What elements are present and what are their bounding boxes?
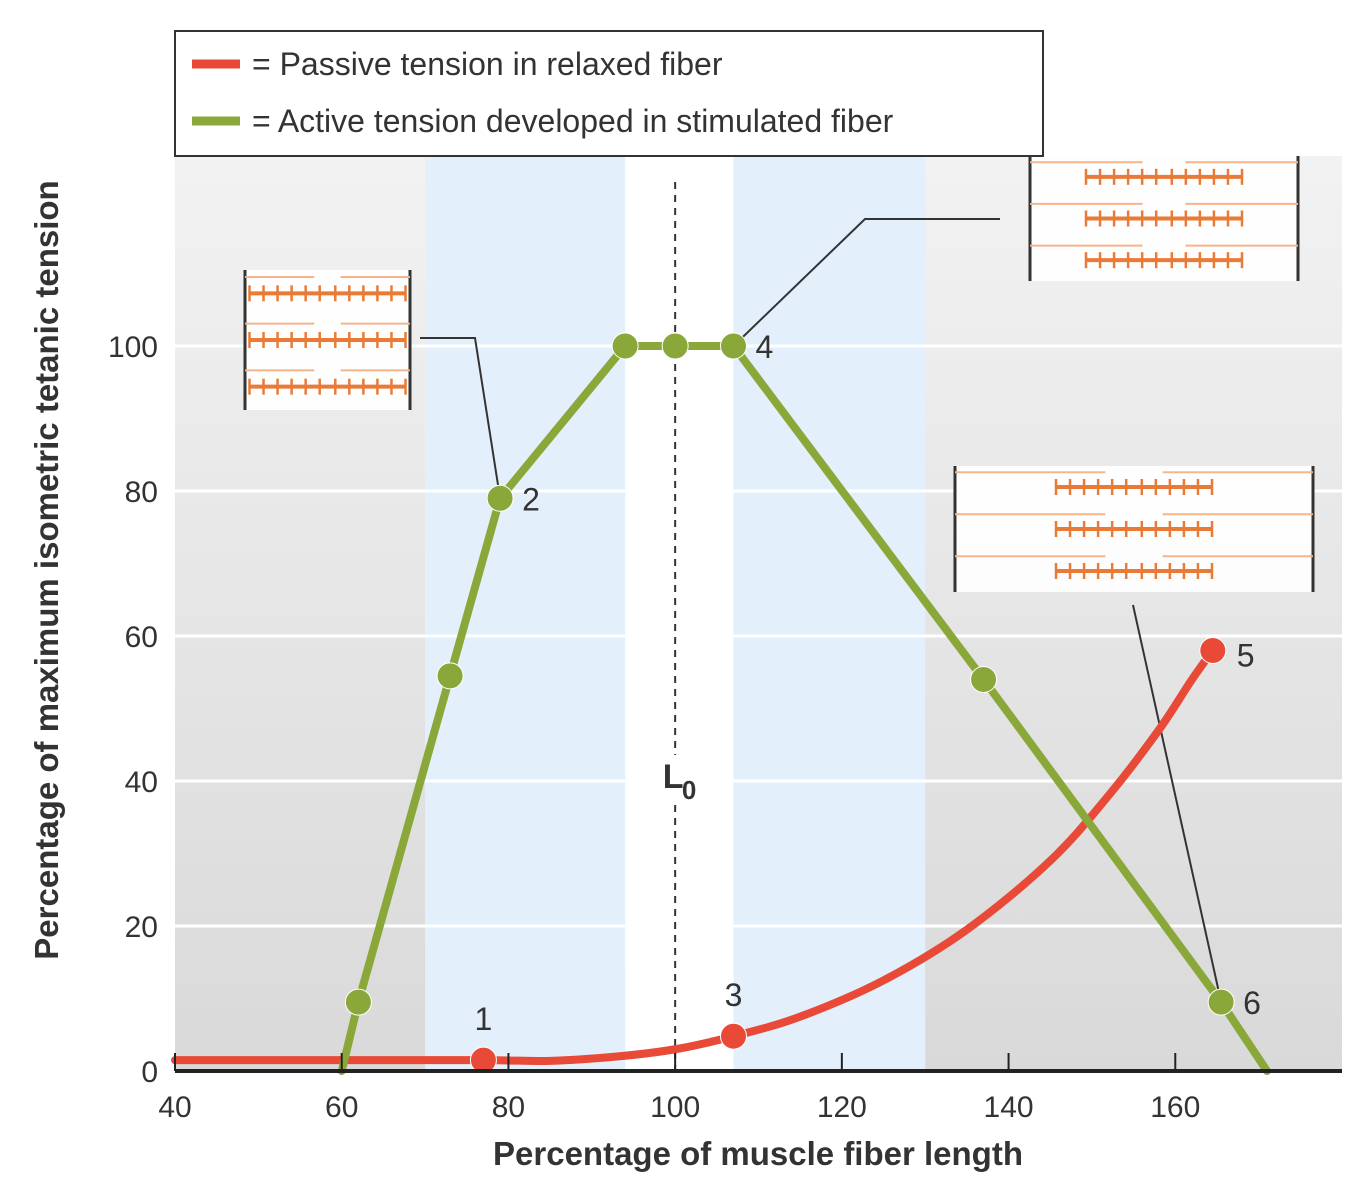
legend-box (174, 30, 1044, 157)
series-0-marker-2 (1199, 637, 1227, 664)
series-1-marker-3 (611, 332, 639, 360)
connector-point-6 (1132, 604, 1223, 1003)
shaded-band-2 (625, 156, 734, 1071)
reference-line-l0: L0 (663, 182, 696, 1071)
legend-entry-active: = Active tension developed in stimulated… (252, 103, 894, 139)
reference-line-label-sub: 0 (682, 775, 696, 805)
x-tick-label-120: 120 (817, 1091, 867, 1124)
series-1-marker-7 (1207, 988, 1235, 1016)
series-0-marker-1 (719, 1022, 747, 1050)
sarcomere-optimal-icon (1028, 156, 1300, 281)
point-label-5: 5 (1237, 638, 1255, 674)
y-axis-title: Percentage of maximum isometric tetanic … (28, 180, 65, 959)
series-1-marker-1 (436, 662, 464, 690)
connector-point-4 (732, 218, 1000, 347)
y-tick-label-80: 80 (125, 476, 158, 509)
point-label-2: 2 (522, 481, 540, 517)
icon-connectors (420, 218, 1223, 1003)
legend: = Passive tension in relaxed fiber = Act… (174, 30, 1044, 157)
point-label-6: 6 (1243, 985, 1261, 1021)
series-0-marker-0 (469, 1046, 497, 1074)
series-1-marker-2 (486, 484, 514, 512)
x-tick-label-80: 80 (492, 1091, 525, 1124)
shaded-band-0 (425, 156, 626, 1071)
sarcomere-icons (243, 156, 1315, 592)
connector-point-2 (420, 337, 502, 499)
y-tick-label-60: 60 (125, 621, 158, 654)
x-tick-label-40: 40 (158, 1091, 191, 1124)
y-tick-label-100: 100 (108, 331, 158, 364)
x-tick-label-60: 60 (325, 1091, 358, 1124)
y-tick-label-0: 0 (141, 1056, 158, 1089)
point-label-4: 4 (755, 329, 773, 365)
reference-line-label: L (663, 758, 684, 796)
x-tick-label-100: 100 (650, 1091, 700, 1124)
x-axis-title: Percentage of muscle fiber length (493, 1135, 1023, 1172)
x-tick-label-140: 140 (984, 1091, 1034, 1124)
series-line-1 (337, 342, 1271, 1075)
axes (174, 1053, 1342, 1073)
sarcomere-long-icon (953, 466, 1315, 592)
point-label-1: 1 (475, 1001, 493, 1037)
y-tick-label-40: 40 (125, 766, 158, 799)
shaded-bands (425, 156, 926, 1071)
shaded-band-1 (733, 156, 926, 1071)
series-1-marker-5 (719, 332, 747, 360)
x-tick-label-160: 160 (1150, 1091, 1200, 1124)
series-1-marker-6 (970, 666, 998, 693)
legend-entry-passive: = Passive tension in relaxed fiber (252, 46, 723, 82)
point-label-3: 3 (725, 977, 743, 1013)
data-series: 1 3 5 2 4 6 (171, 329, 1271, 1075)
series-1-marker-4 (661, 332, 689, 360)
y-tick-label-20: 20 (125, 911, 158, 944)
series-1-marker-0 (344, 988, 372, 1016)
sarcomere-short-icon (243, 270, 412, 410)
